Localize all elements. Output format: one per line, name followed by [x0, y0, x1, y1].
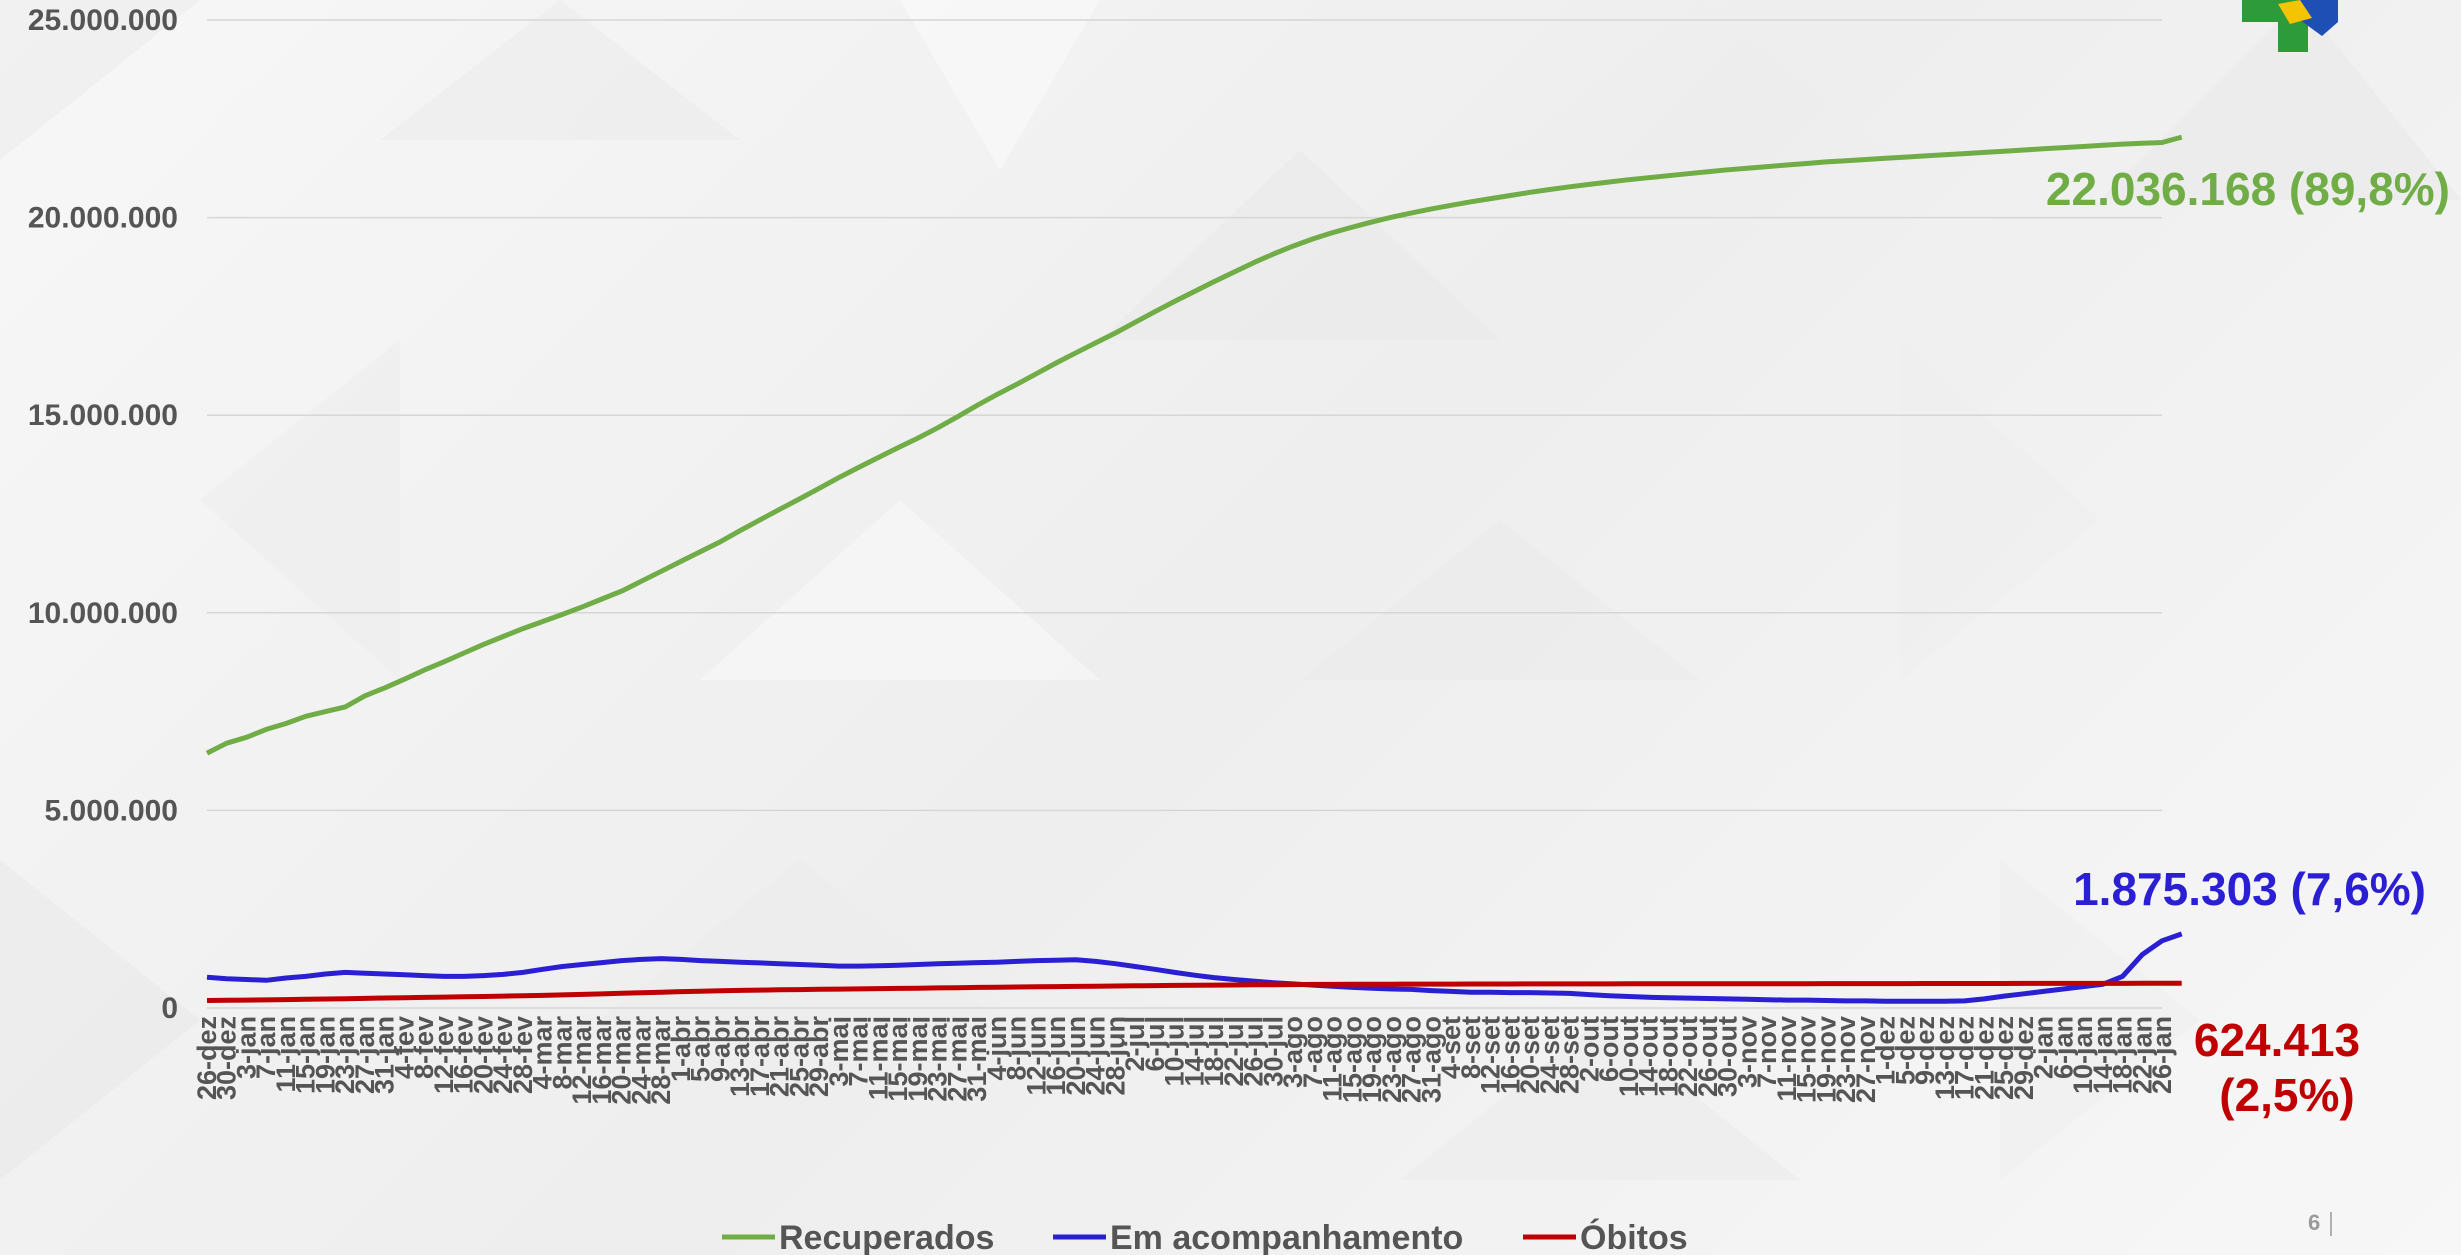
series-line-em-acompanhamento [207, 934, 2182, 1001]
legend-label-em-acompanhamento: Em acompanhamento [1110, 1219, 1463, 1255]
series-lines [207, 137, 2182, 1001]
y-tick-label: 0 [161, 992, 178, 1025]
series-line-recuperados [207, 137, 2182, 753]
x-axis-ticks: 26-dez30-dez3-jan7-jan11-jan15-jan19-jan… [192, 1016, 2177, 1105]
gov-cross-logo-icon [2238, 0, 2348, 52]
end-label-obitos-percent: (2,5%) [2219, 1069, 2354, 1121]
end-label-em-acompanhamento: 1.875.303 (7,6%) [2073, 863, 2426, 915]
grid-lines [207, 20, 2162, 1008]
legend-label-obitos: Óbitos [1580, 1219, 1688, 1255]
y-tick-label: 5.000.000 [45, 794, 178, 827]
end-label-obitos-value: 624.413 [2194, 1014, 2360, 1066]
y-axis-ticks: 0 5.000.000 10.000.000 15.000.000 20.000.000… [28, 4, 178, 1025]
series-line-obitos [207, 983, 2182, 1000]
page-number: 6 [2308, 1210, 2320, 1236]
y-tick-label: 20.000.000 [28, 202, 178, 235]
end-label-recuperados: 22.036.168 (89,8%) [2046, 163, 2450, 215]
legend: Recuperados Em acompanhamento Óbitos [722, 1219, 1688, 1255]
page-number-divider [2330, 1212, 2332, 1236]
y-tick-label: 25.000.000 [28, 4, 178, 37]
x-tick-label: 26-jan [2147, 1016, 2177, 1094]
y-tick-label: 10.000.000 [28, 597, 178, 630]
legend-label-recuperados: Recuperados [779, 1219, 994, 1255]
y-tick-label: 15.000.000 [28, 399, 178, 432]
end-labels: 22.036.168 (89,8%) 1.875.303 (7,6%) 624.… [2046, 163, 2450, 1121]
